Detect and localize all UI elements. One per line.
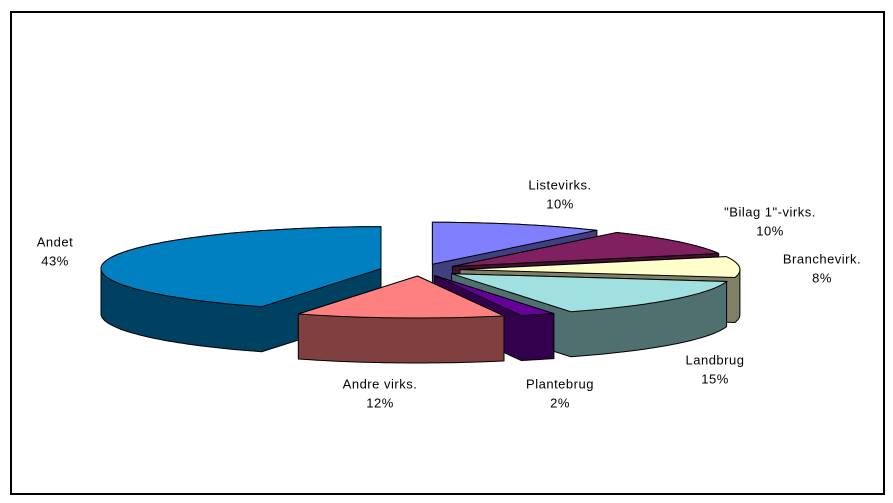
slice-value-label: 43% <box>41 253 69 268</box>
slice-label: Andet <box>37 234 73 249</box>
pie-slice <box>451 273 728 313</box>
slice-label: "Bilag 1"-virks. <box>724 204 816 219</box>
pie-slice <box>434 275 555 317</box>
slice-label: Andre virks. <box>343 376 418 391</box>
slice-value-label: 10% <box>756 223 784 238</box>
pie-slice <box>452 231 719 267</box>
slice-value-label: 12% <box>366 395 394 410</box>
slice-label: Branchevirk. <box>783 251 861 266</box>
pie-slice <box>459 256 741 279</box>
slice-value-label: 10% <box>546 196 574 211</box>
pie-slice <box>298 275 505 319</box>
slice-label: Landbrug <box>686 352 745 367</box>
slice-value-label: 15% <box>701 371 729 386</box>
slice-value-label: 2% <box>550 395 570 410</box>
pie-slice <box>431 221 598 265</box>
slice-value-label: 8% <box>812 270 832 285</box>
slice-label: Plantebrug <box>526 376 594 391</box>
slice-label: Listevirks. <box>528 177 591 192</box>
pie-slice <box>100 226 382 308</box>
